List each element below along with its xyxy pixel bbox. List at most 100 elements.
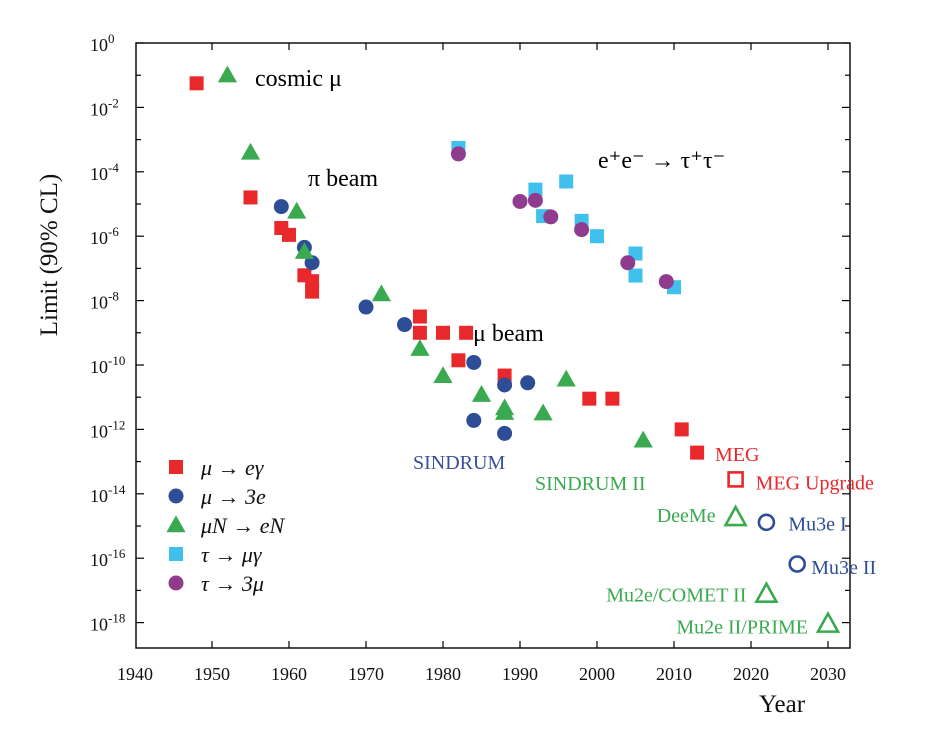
annotation-label: SINDRUM II xyxy=(535,473,646,495)
point-series-1 xyxy=(304,255,320,271)
point-series-4 xyxy=(512,193,528,209)
future-point-marker xyxy=(757,513,776,532)
x-tick-label: 2020 xyxy=(733,664,769,684)
point-series-4 xyxy=(543,209,559,225)
point-series-0 xyxy=(605,391,620,406)
x-tick-label: 1950 xyxy=(194,664,230,684)
point-series-2 xyxy=(217,65,237,83)
point-series-0 xyxy=(412,309,427,324)
y-tick-label: 10-6 xyxy=(90,224,119,248)
point-series-2 xyxy=(240,142,261,160)
annotation-label: cosmic μ xyxy=(255,66,342,92)
point-series-2 xyxy=(433,366,453,384)
x-tick-labels: 1940 1950 1960 1970 1980 1990 2000 2010 2020 2030 xyxy=(117,664,846,684)
point-series-2 xyxy=(471,385,492,402)
point-series-1 xyxy=(497,425,513,441)
y-tick-label: 10-12 xyxy=(90,417,125,441)
y-tick-label: 10-16 xyxy=(90,546,126,570)
future-points: MEG Upgrade DeeMe Mu3e I Mu3e II Mu2e/COMET … xyxy=(606,471,876,639)
annotation-label: MEG xyxy=(715,444,759,466)
annotation-label: π beam xyxy=(308,166,378,192)
point-series-0 xyxy=(451,353,466,368)
future-point-marker xyxy=(788,555,807,573)
point-series-1 xyxy=(273,199,289,215)
point-series-3 xyxy=(590,229,604,244)
future-point-marker xyxy=(815,610,841,633)
legend-marker xyxy=(168,488,184,504)
legend-label: μ → eγ xyxy=(200,455,265,480)
future-point-label: DeeMe xyxy=(657,505,716,527)
legend-label: μ → 3e xyxy=(200,484,266,509)
x-tick-label: 1980 xyxy=(425,664,461,684)
point-series-0 xyxy=(674,422,689,437)
future-point-label: Mu2e/COMET II xyxy=(606,585,746,607)
point-series-0 xyxy=(412,325,427,340)
point-series-3 xyxy=(628,268,643,283)
future-point-label: Mu3e I xyxy=(788,513,846,535)
point-series-4 xyxy=(658,274,674,290)
future-point-marker xyxy=(723,504,748,527)
x-tick-label: 2000 xyxy=(579,664,615,684)
point-series-0 xyxy=(582,391,597,406)
annotation-label: μ beam xyxy=(473,321,544,347)
point-series-0 xyxy=(459,325,474,340)
legend-marker xyxy=(168,575,184,591)
point-series-4 xyxy=(527,192,543,208)
plot-frame xyxy=(135,42,851,649)
point-series-2 xyxy=(410,339,430,356)
x-tick-label: 2030 xyxy=(810,664,846,684)
point-series-0 xyxy=(305,284,320,299)
point-series-4 xyxy=(620,255,636,271)
point-series-4 xyxy=(574,222,590,238)
point-series-1 xyxy=(497,377,513,393)
x-tick-label: 1940 xyxy=(117,664,153,684)
y-tick-labels: 100 10-2 10-4 10-6 10-8 10-10 10-12 10-14 10-16 1… xyxy=(90,31,126,635)
point-series-2 xyxy=(287,201,307,219)
point-series-2 xyxy=(294,242,314,259)
annotation-label: SINDRUM xyxy=(413,452,505,474)
point-series-3 xyxy=(559,174,574,189)
y-tick-label: 10-2 xyxy=(90,95,119,119)
future-point-label: MEG Upgrade xyxy=(756,472,874,494)
point-series-3 xyxy=(528,182,543,197)
legend: μ → eγ μ → 3e μN → eN τ → μγ τ → 3μ xyxy=(166,455,285,596)
point-series-0 xyxy=(690,445,705,460)
y-tick-label: 10-18 xyxy=(90,611,125,635)
legend-label: τ → 3μ xyxy=(201,571,264,596)
point-series-2 xyxy=(371,284,391,302)
x-tick-label: 1970 xyxy=(348,664,384,684)
point-series-0 xyxy=(243,190,258,205)
point-series-1 xyxy=(466,412,482,428)
x-tick-label: 2010 xyxy=(656,664,692,684)
future-point-label: Mu2e II/PRIME xyxy=(676,617,808,639)
point-series-4 xyxy=(450,146,466,162)
point-series-2 xyxy=(633,430,653,448)
point-series-2 xyxy=(495,403,515,420)
y-tick-label: 100 xyxy=(90,31,115,55)
y-tick-label: 10-4 xyxy=(90,160,119,184)
point-series-2 xyxy=(556,369,576,387)
legend-label: τ → μγ xyxy=(201,542,263,567)
point-series-0 xyxy=(282,227,296,242)
y-tick-label: 10-10 xyxy=(90,353,125,377)
y-tick-label: 10-8 xyxy=(90,289,119,313)
point-series-0 xyxy=(189,76,204,91)
x-tick-label: 1990 xyxy=(502,664,538,684)
legend-marker xyxy=(166,515,186,533)
future-point-marker xyxy=(727,471,744,488)
x-tick-label: 1960 xyxy=(271,664,307,684)
point-series-1 xyxy=(520,375,536,391)
point-series-1 xyxy=(466,354,482,370)
point-series-1 xyxy=(397,317,412,333)
point-series-2 xyxy=(533,403,553,421)
y-axis-label: Limit (90% CL) xyxy=(36,174,63,336)
x-axis-label: Year xyxy=(759,691,806,718)
future-point-label: Mu3e II xyxy=(811,557,876,579)
future-point-marker xyxy=(754,581,779,603)
legend-marker xyxy=(169,460,183,474)
data-points xyxy=(189,65,705,460)
legend-label: μN → eN xyxy=(200,513,285,538)
point-series-0 xyxy=(436,325,450,340)
point-series-1 xyxy=(358,299,374,315)
